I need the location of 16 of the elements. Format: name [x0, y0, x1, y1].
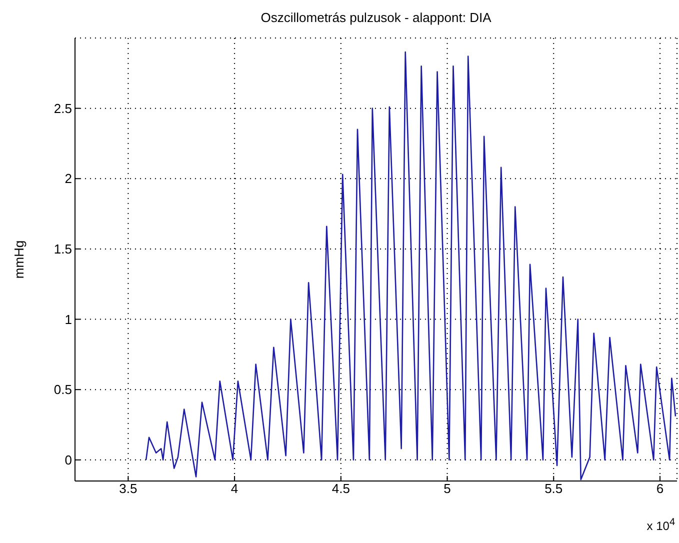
text: x 10$^{4}$: [646, 517, 675, 533]
x-tick-label: 4: [230, 481, 238, 496]
line-series: [145, 51, 676, 480]
x-tick-label: 5.5: [544, 481, 563, 496]
x-tick-label: 5: [444, 481, 451, 496]
y-tick-label: 0: [64, 452, 72, 468]
y-tick-label: 2.5: [54, 100, 72, 116]
y-tick-label: 0.5: [54, 382, 72, 398]
y-tick-label: 1: [64, 312, 72, 327]
y-tick-label: 1.5: [54, 242, 72, 257]
x-tick-label: 6: [656, 481, 664, 496]
chart-title: Oszcillometrás pulzusok - alappont: DIA: [260, 10, 492, 25]
y-tick-label: 2: [64, 171, 72, 186]
x-tick-label: 3.5: [119, 481, 138, 496]
x-tick-label: 4.5: [332, 481, 350, 496]
y-axis-title: mmHg: [12, 240, 27, 279]
